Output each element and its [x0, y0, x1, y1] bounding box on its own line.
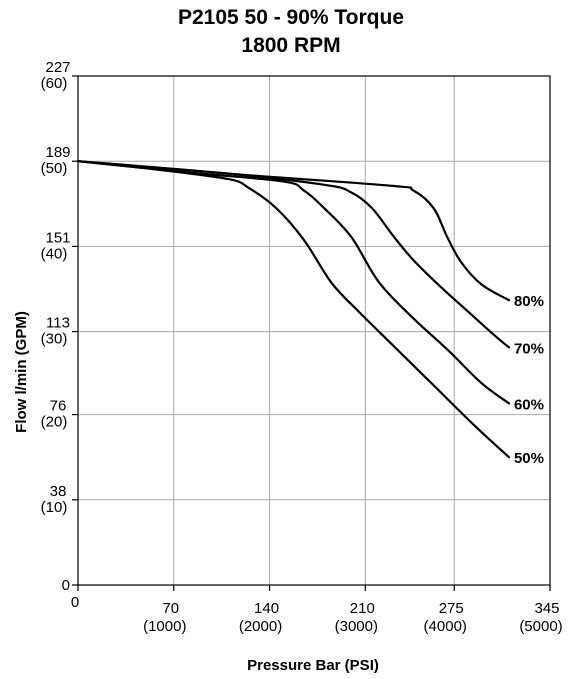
series-lines: [76, 160, 511, 459]
series-line-60-percent: [76, 160, 511, 405]
series-label-70-percent: 70%: [514, 340, 544, 357]
y-tick-label: 38: [50, 483, 67, 500]
series-labels: 50% 60% 70% 80%: [514, 293, 544, 467]
x-tick-label: 275: [439, 600, 464, 617]
x-tick-sublabel: (5000): [519, 618, 562, 635]
y-tick-sublabel: (30): [41, 331, 68, 348]
y-tick-label: 76: [50, 398, 67, 415]
y-tick-sublabel: (10): [41, 499, 68, 516]
chart-subtitle: 1800 RPM: [241, 34, 340, 57]
y-tick-sublabel: (50): [41, 160, 68, 177]
x-tick-label: 345: [534, 600, 559, 617]
y-tick-sublabel: (20): [41, 414, 68, 431]
x-tick-sublabel: (2000): [239, 618, 282, 635]
x-tick-label: 70: [162, 600, 179, 617]
series-label-80-percent: 80%: [514, 293, 544, 310]
series-line-70-percent: [76, 160, 511, 349]
y-tick-label: 113: [46, 315, 70, 332]
x-tick-label: 210: [350, 600, 375, 617]
y-tick-sublabel: (40): [41, 245, 68, 262]
y-axis-title: Flow l/min (GPM): [13, 311, 30, 433]
x-tick-label: 140: [254, 600, 279, 617]
y-tick-label: 151: [45, 229, 70, 246]
x-axis-title: Pressure Bar (PSI): [247, 657, 379, 674]
chart-title: P2105 50 - 90% Torque: [178, 6, 404, 29]
x-tick-sublabel: (4000): [424, 618, 467, 635]
series-label-60-percent: 60%: [514, 396, 544, 413]
series-line-50-percent: [76, 160, 511, 459]
plot-frame: [77, 75, 551, 586]
series-label-50-percent: 50%: [514, 450, 544, 467]
y-tick-sublabel: (60): [41, 75, 68, 92]
axis-ticks: 0 70(1000)140(2000)210(3000)275(4000)345(…: [41, 59, 563, 635]
grid: [78, 76, 550, 585]
y-tick-label: 0: [62, 577, 70, 594]
x-tick-sublabel: (3000): [335, 618, 378, 635]
y-tick-label: 227: [45, 59, 70, 76]
y-tick-label: 189: [45, 144, 70, 161]
series-line-80-percent: [76, 160, 511, 302]
x-tick-label: 0: [71, 594, 79, 611]
x-tick-sublabel: (1000): [143, 618, 186, 635]
